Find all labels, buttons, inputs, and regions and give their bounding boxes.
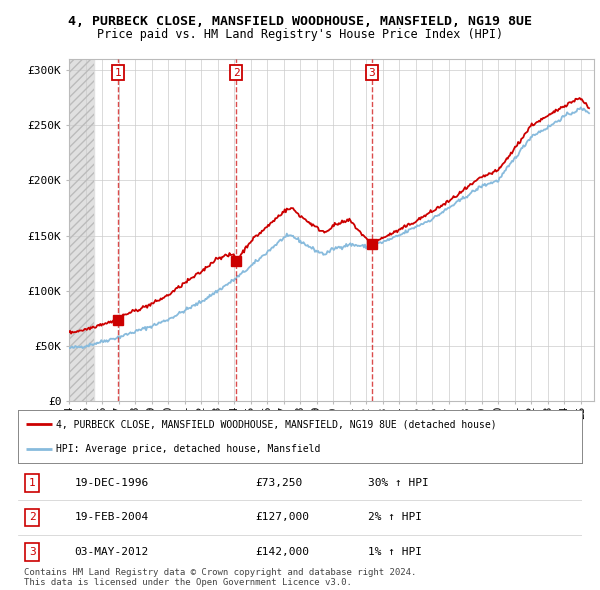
- Text: HPI: Average price, detached house, Mansfield: HPI: Average price, detached house, Mans…: [56, 444, 321, 454]
- Text: 1% ↑ HPI: 1% ↑ HPI: [368, 547, 422, 556]
- Bar: [69, 59, 94, 401]
- Text: 3: 3: [368, 68, 375, 77]
- Text: £142,000: £142,000: [255, 547, 309, 556]
- Text: £127,000: £127,000: [255, 513, 309, 522]
- Text: 2: 2: [29, 513, 35, 522]
- Text: 2% ↑ HPI: 2% ↑ HPI: [368, 513, 422, 522]
- Text: 4, PURBECK CLOSE, MANSFIELD WOODHOUSE, MANSFIELD, NG19 8UE: 4, PURBECK CLOSE, MANSFIELD WOODHOUSE, M…: [68, 15, 532, 28]
- Text: 19-DEC-1996: 19-DEC-1996: [74, 478, 149, 488]
- Bar: [69, 59, 94, 401]
- Text: 4, PURBECK CLOSE, MANSFIELD WOODHOUSE, MANSFIELD, NG19 8UE (detached house): 4, PURBECK CLOSE, MANSFIELD WOODHOUSE, M…: [56, 419, 497, 430]
- Text: 30% ↑ HPI: 30% ↑ HPI: [368, 478, 428, 488]
- Text: 1: 1: [29, 478, 35, 488]
- Text: Contains HM Land Registry data © Crown copyright and database right 2024.
This d: Contains HM Land Registry data © Crown c…: [24, 568, 416, 587]
- Text: Price paid vs. HM Land Registry's House Price Index (HPI): Price paid vs. HM Land Registry's House …: [97, 28, 503, 41]
- Text: 2: 2: [233, 68, 239, 77]
- Text: 03-MAY-2012: 03-MAY-2012: [74, 547, 149, 556]
- Text: 19-FEB-2004: 19-FEB-2004: [74, 513, 149, 522]
- Text: 1: 1: [115, 68, 121, 77]
- Text: 3: 3: [29, 547, 35, 556]
- Text: £73,250: £73,250: [255, 478, 302, 488]
